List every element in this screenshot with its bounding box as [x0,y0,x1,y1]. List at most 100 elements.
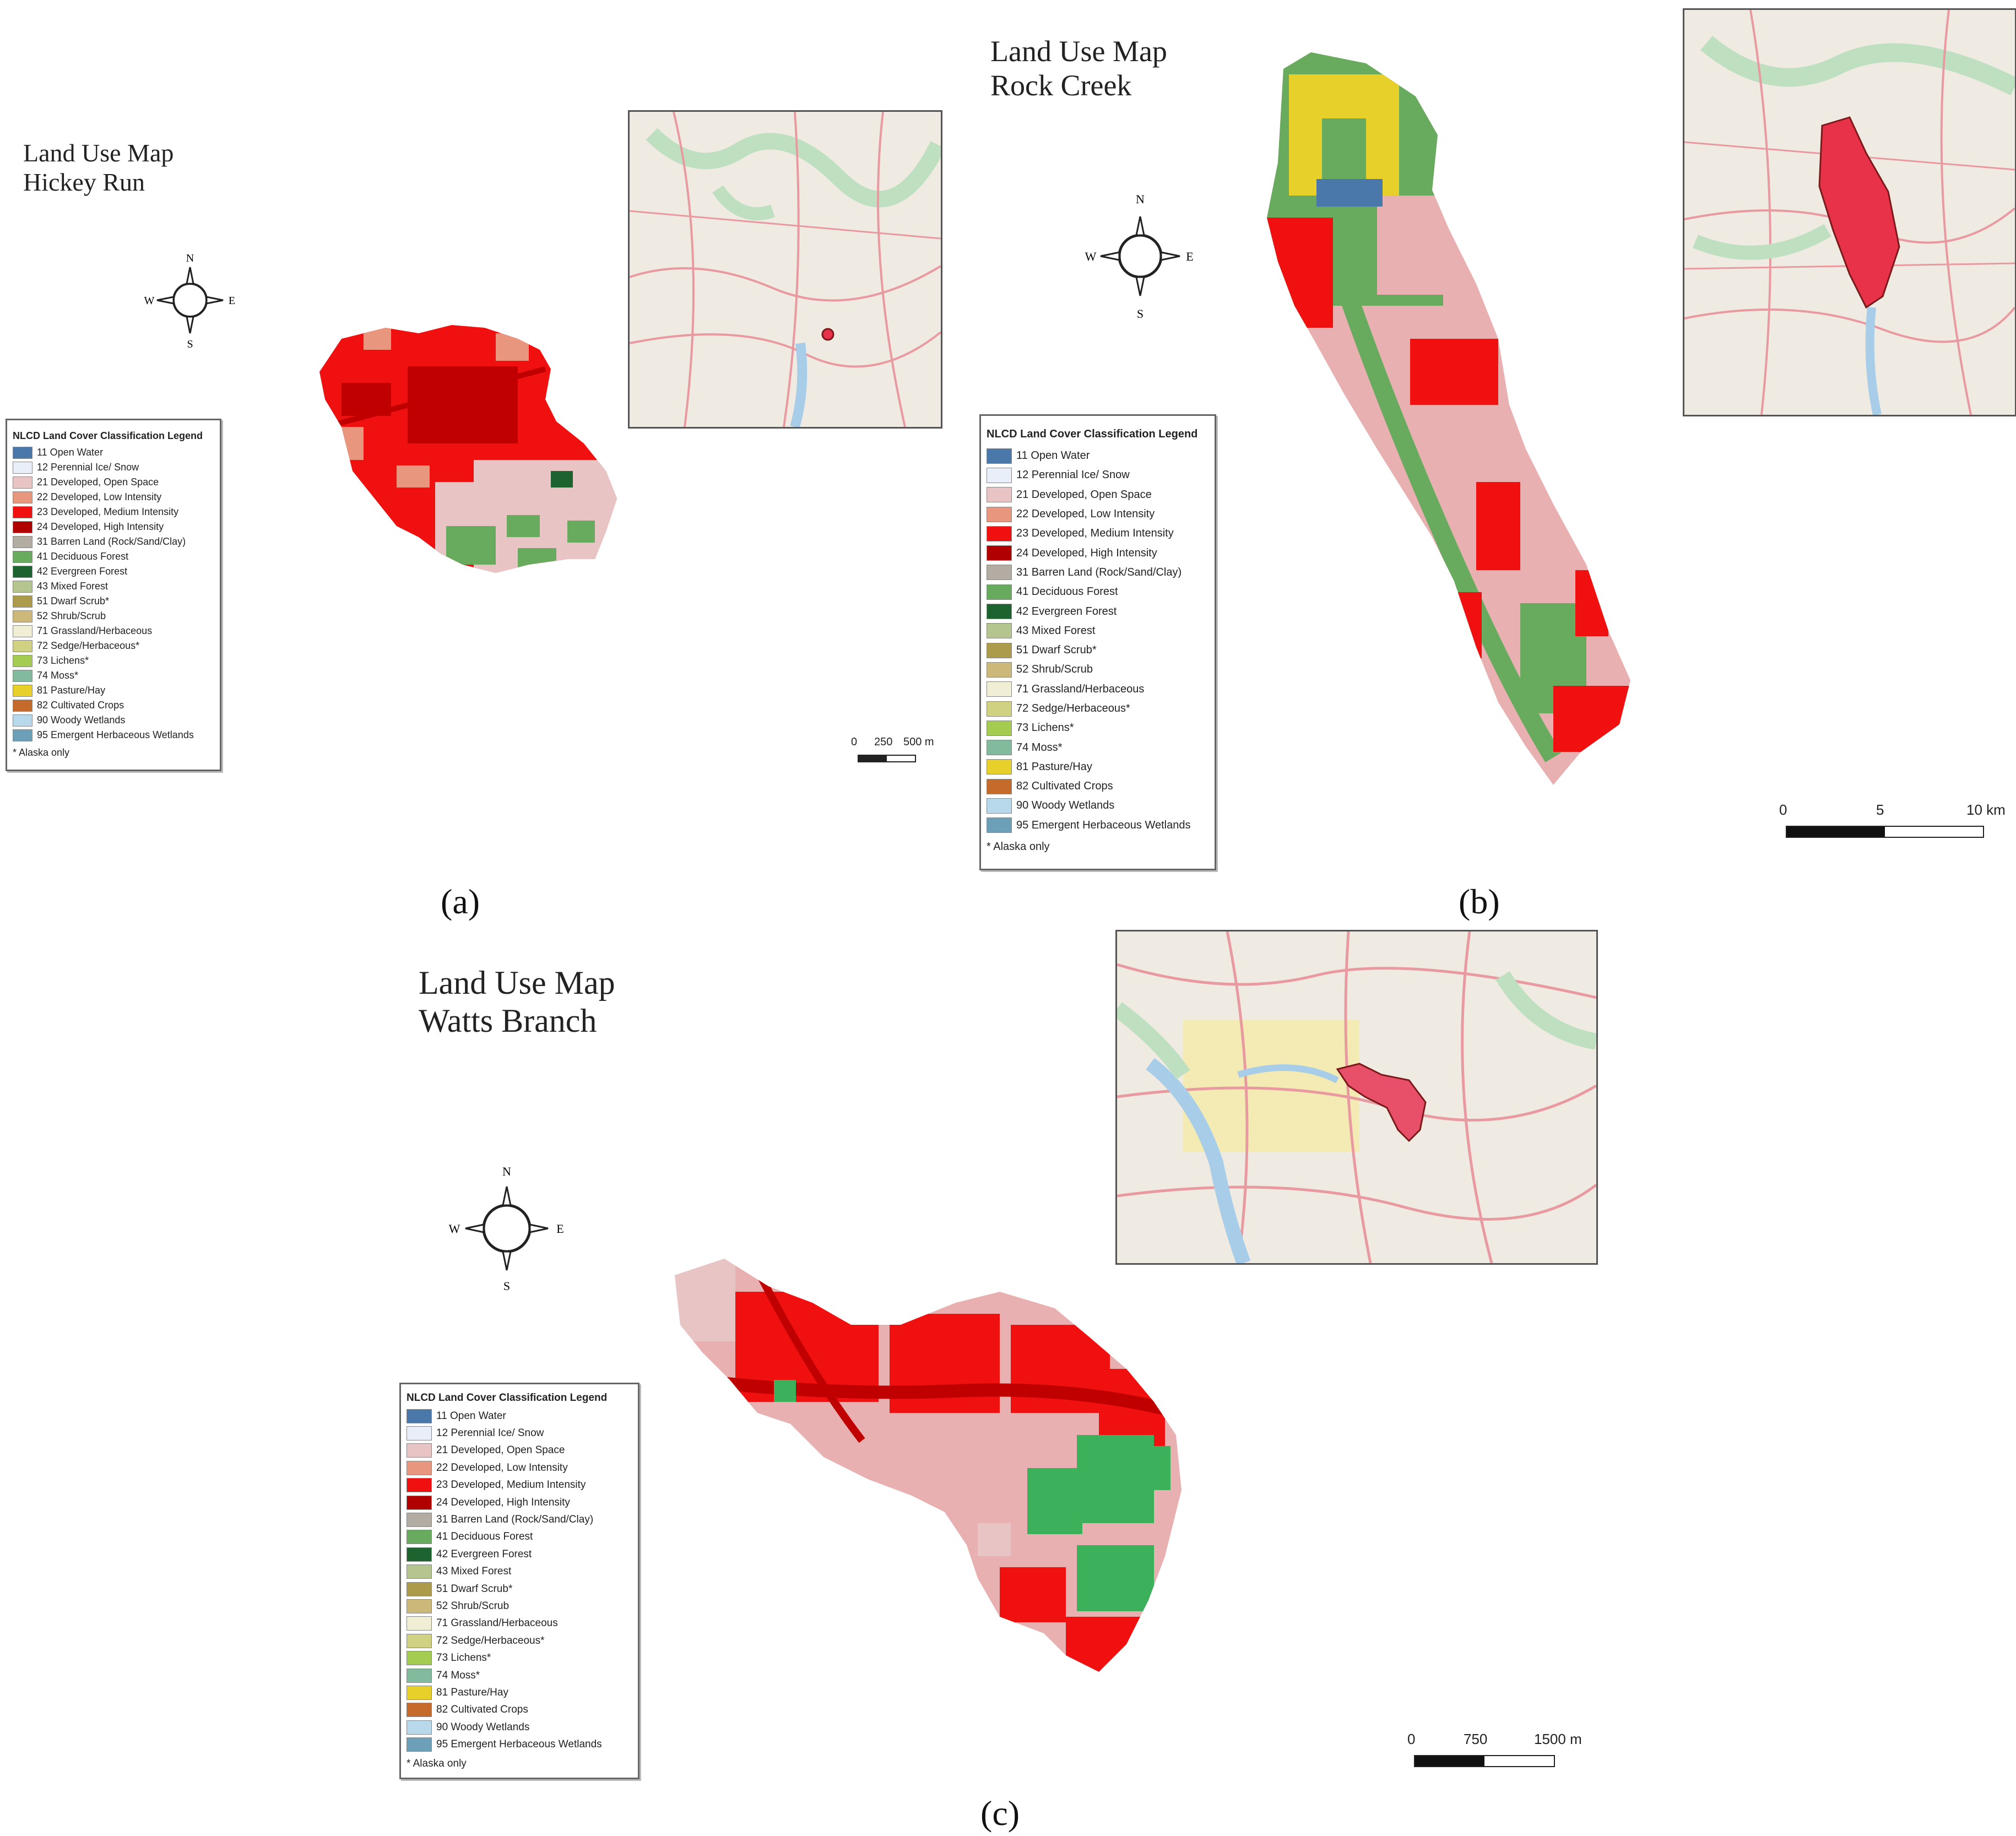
legend-swatch [13,699,32,712]
legend-row: 11 Open Water [407,1407,632,1425]
legend-label: 31 Barren Land (Rock/Sand/Clay) [1016,566,1182,578]
legend-label: 31 Barren Land (Rock/Sand/Clay) [37,536,186,547]
legend-swatch [407,1495,432,1510]
legend-row: 71 Grassland/Herbaceous [987,680,1209,699]
legend-a: NLCD Land Cover Classification Legend 11… [6,419,221,771]
legend-row: 22 Developed, Low Intensity [407,1459,632,1476]
legend-row: 12 Perennial Ice/ Snow [13,460,214,475]
legend-label: 21 Developed, Open Space [37,476,159,488]
panel-c-title-line1: Land Use Map [419,965,615,1001]
legend-row: 12 Perennial Ice/ Snow [987,465,1209,485]
land-use-map-rock-creek [1267,52,1641,785]
legend-label: 71 Grassland/Herbaceous [37,625,153,636]
legend-swatch [987,701,1012,717]
compass-c-w: W [449,1222,460,1236]
scale-b-zero: 0 [1779,801,1787,818]
legend-swatch [407,1513,432,1528]
legend-row: 24 Developed, High Intensity [987,543,1209,562]
legend-label: 81 Pasture/Hay [1016,760,1092,773]
legend-swatch [13,610,32,622]
legend-label: 23 Developed, Medium Intensity [37,506,179,517]
scale-a-mid: 250 [874,736,893,748]
legend-row: 11 Open Water [987,446,1209,465]
legend-label: 11 Open Water [436,1410,506,1422]
legend-label: 71 Grassland/Herbaceous [1016,683,1145,695]
legend-swatch [407,1582,432,1596]
legend-swatch [13,625,32,637]
legend-label: 24 Developed, High Intensity [37,521,164,532]
legend-row: 72 Sedge/Herbaceous* [987,699,1209,718]
legend-swatch [407,1460,432,1475]
legend-b-note: * Alaska only [987,840,1050,853]
legend-swatch [987,565,1012,581]
legend-swatch [13,595,32,608]
legend-swatch [13,461,32,474]
legend-swatch [13,476,32,489]
legend-swatch [407,1633,432,1648]
compass-b-n: N [1136,192,1145,206]
legend-a-title: NLCD Land Cover Classification Legend [13,430,203,441]
legend-swatch [407,1443,432,1458]
legend-row: 41 Deciduous Forest [13,549,214,564]
legend-swatch [407,1668,432,1683]
legend-label: 12 Perennial Ice/ Snow [37,462,139,473]
legend-label: 52 Shrub/Scrub [1016,663,1093,676]
legend-label: 43 Mixed Forest [1016,624,1096,637]
watershed-highlight-c [1336,1063,1427,1142]
legend-row: 42 Evergreen Forest [987,602,1209,621]
legend-row: 81 Pasture/Hay [407,1684,632,1701]
legend-swatch [987,545,1012,561]
legend-c: NLCD Land Cover Classification Legend 11… [399,1383,640,1779]
legend-label: 51 Dwarf Scrub* [436,1583,513,1595]
compass-a: N S W E [140,245,240,355]
legend-row: 72 Sedge/Herbaceous* [13,638,214,653]
legend-row: 41 Deciduous Forest [987,582,1209,602]
legend-row: 82 Cultivated Crops [987,777,1209,796]
legend-row: 81 Pasture/Hay [13,683,214,698]
legend-row: 21 Developed, Open Space [987,485,1209,505]
legend-label: 73 Lichens* [1016,722,1074,734]
legend-swatch [407,1478,432,1493]
legend-swatch [987,448,1012,464]
legend-row: 81 Pasture/Hay [987,757,1209,777]
legend-swatch [407,1564,432,1579]
legend-label: 72 Sedge/Herbaceous* [37,640,140,651]
legend-swatch [987,623,1012,639]
panel-c-label: (c) [980,1794,1020,1833]
compass-b-w: W [1085,250,1097,263]
watershed-highlight-b [1818,116,1900,309]
legend-label: 73 Lichens* [37,655,89,666]
legend-swatch [407,1599,432,1613]
legend-label: 51 Dwarf Scrub* [1016,644,1097,657]
legend-swatch [407,1703,432,1718]
scale-c-zero: 0 [1407,1731,1416,1747]
legend-label: 82 Cultivated Crops [436,1704,528,1716]
legend-row: 43 Mixed Forest [407,1563,632,1580]
legend-swatch [407,1651,432,1666]
legend-label: 81 Pasture/Hay [436,1686,508,1698]
compass-b-s: S [1137,307,1144,321]
legend-swatch [13,446,32,459]
legend-swatch [13,669,32,682]
legend-label: 24 Developed, High Intensity [436,1496,570,1508]
legend-row: 71 Grassland/Herbaceous [13,624,214,638]
inset-map-b [1683,8,2016,416]
legend-row: 21 Developed, Open Space [13,475,214,490]
scale-bar-c: 0 750 1500 m [1407,1731,1606,1775]
legend-a-items: 11 Open Water 12 Perennial Ice/ Snow 21 De… [13,445,214,743]
legend-swatch [987,584,1012,600]
legend-label: 43 Mixed Forest [436,1566,512,1578]
legend-row: 90 Woody Wetlands [407,1719,632,1736]
scale-a-bar [858,755,916,762]
legend-swatch [13,684,32,697]
legend-swatch [987,681,1012,697]
legend-swatch [987,817,1012,833]
scale-c-bar [1414,1755,1555,1767]
legend-row: 73 Lichens* [13,653,214,668]
legend-swatch [13,729,32,741]
legend-row: 22 Developed, Low Intensity [987,505,1209,524]
legend-label: 90 Woody Wetlands [436,1721,530,1733]
legend-label: 43 Mixed Forest [37,581,109,592]
legend-label: 42 Evergreen Forest [37,566,128,577]
compass-b: N S W E [1082,190,1198,322]
